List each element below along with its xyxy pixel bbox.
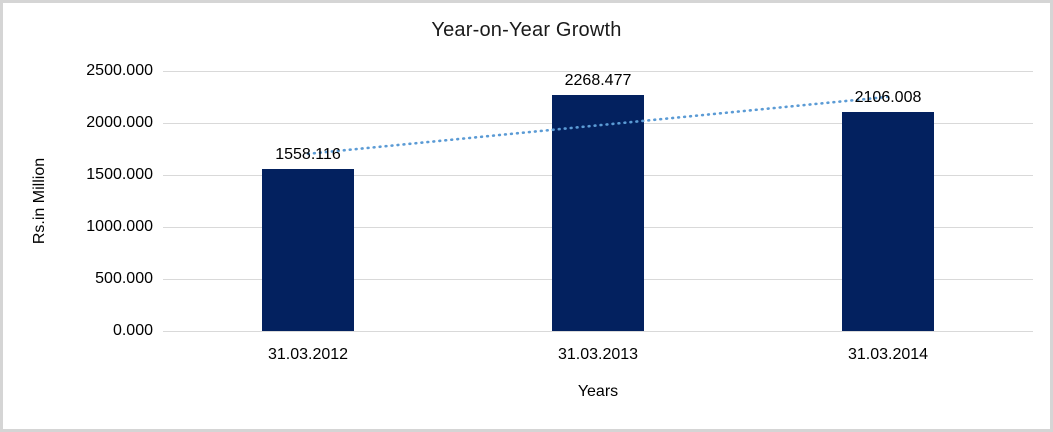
bar-data-label: 2106.008 [854,88,922,106]
bar [262,168,354,331]
x-axis-title: Years [577,383,619,400]
y-tick-label: 0.000 [112,322,153,339]
y-tick-label: 1500.000 [86,166,153,183]
bar [842,111,934,331]
bar-data-label: 1558.116 [275,145,341,163]
x-tick-label: 31.03.2013 [557,346,639,363]
y-tick-label: 500.000 [95,270,153,287]
y-tick-label: 1000.000 [86,218,153,235]
x-tick-label: 31.03.2012 [267,346,349,363]
bar [552,95,644,331]
bar-data-label: 2268.477 [564,72,632,90]
y-tick-label: 2500.000 [86,62,153,79]
x-tick-label: 31.03.2014 [847,346,929,363]
chart-title: Year-on-Year Growth [431,19,622,41]
gridline [163,331,1033,332]
y-tick-label: 2000.000 [86,114,153,131]
gridline [163,71,1033,72]
